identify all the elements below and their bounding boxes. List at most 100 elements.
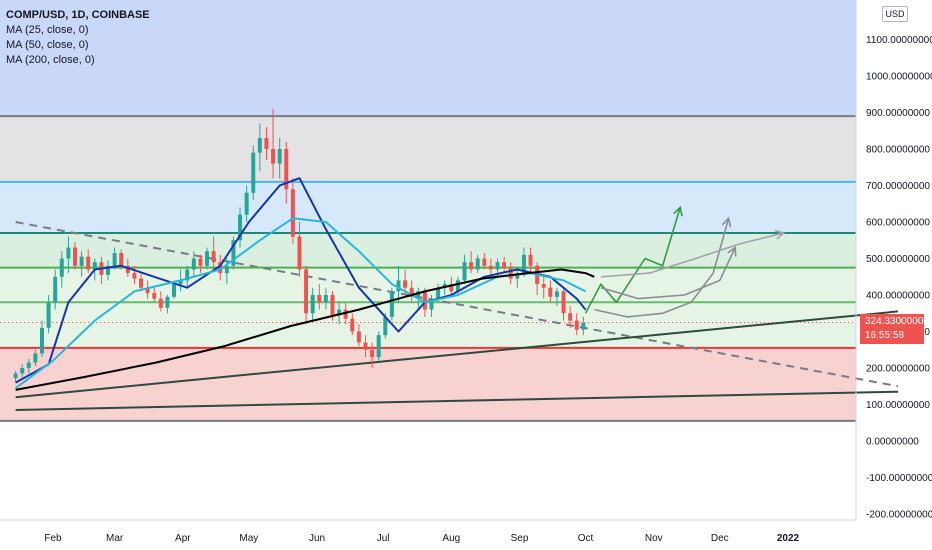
- projections-layer: [584, 205, 786, 318]
- candle-body: [165, 296, 170, 308]
- candle-76: [515, 269, 520, 288]
- candle-body: [277, 149, 282, 164]
- candle-32: [224, 258, 229, 285]
- candle-body: [574, 320, 579, 330]
- time-axis[interactable]: Feb Mar Apr May Jun Jul Aug Sep Oct Nov Dec 2022: [44, 533, 799, 544]
- candle-35: [244, 185, 249, 222]
- projection-arrowhead-1: [721, 216, 732, 228]
- candle-body: [73, 247, 78, 266]
- candle-71: [482, 253, 487, 270]
- candle-23: [165, 295, 170, 314]
- time-tick-label: May: [239, 533, 258, 544]
- candle-body: [389, 291, 394, 317]
- candle-body: [139, 278, 144, 288]
- bar-countdown: 16:55:58: [865, 330, 904, 341]
- price-axis[interactable]: -200.00000000 -100.00000000 0.00000000 100.…: [866, 35, 932, 521]
- projection-path-3: [600, 232, 784, 278]
- candle-body: [554, 291, 559, 297]
- indicator-ma200-label[interactable]: MA (200, close, 0): [6, 54, 95, 66]
- price-tick-label: 400.00000000: [866, 291, 930, 302]
- candle-38: [264, 127, 269, 160]
- price-tick-label: -200.00000000: [866, 510, 932, 521]
- candle-74: [502, 256, 507, 274]
- candle-6: [53, 269, 58, 310]
- candle-85: [574, 313, 579, 336]
- candle-52: [356, 324, 361, 347]
- candle-body: [231, 240, 236, 266]
- candle-body: [211, 251, 216, 263]
- candle-body: [515, 273, 520, 279]
- candle-body: [191, 258, 196, 270]
- candle-body: [284, 149, 289, 190]
- projection-arrowhead-0: [673, 205, 683, 217]
- candle-body: [455, 280, 460, 292]
- ma25-line: [15, 177, 587, 384]
- candle-78: [528, 247, 533, 274]
- price-tick-label: 700.00000000: [866, 181, 930, 192]
- candle-body: [403, 280, 408, 288]
- zone-band-1: [0, 116, 856, 182]
- candle-body: [442, 284, 447, 288]
- candle-body: [370, 349, 375, 358]
- candle-83: [561, 287, 566, 321]
- candle-20: [145, 280, 150, 299]
- candle-body: [20, 368, 25, 374]
- time-tick-label: Dec: [711, 533, 729, 544]
- candle-body: [257, 138, 262, 153]
- candle-body: [350, 318, 355, 332]
- symbol-title[interactable]: COMP/USD, 1D, COINBASE: [6, 9, 150, 21]
- candle-body: [475, 258, 480, 270]
- candle-body: [337, 309, 342, 316]
- candle-body: [317, 295, 322, 303]
- candle-9: [73, 242, 78, 270]
- price-tick-label: 100.00000000: [866, 400, 930, 411]
- candle-body: [244, 192, 249, 215]
- projection-path-0: [584, 207, 681, 314]
- candle-body: [224, 265, 229, 274]
- indicator-ma25-label[interactable]: MA (25, close, 0): [6, 24, 89, 36]
- price-tick-label: 1000.00000000: [866, 72, 932, 83]
- ma200-line: [15, 268, 595, 391]
- candle-body: [561, 291, 566, 314]
- candle-body: [396, 280, 401, 292]
- candle-body: [541, 284, 546, 288]
- candle-body: [92, 262, 97, 270]
- candle-body: [482, 258, 487, 266]
- candle-body: [436, 287, 441, 299]
- candle-body: [185, 269, 190, 281]
- candle-26: [185, 265, 190, 288]
- candle-10: [79, 251, 84, 277]
- candle-body: [304, 269, 309, 314]
- candle-58: [396, 265, 401, 303]
- candle-body: [528, 254, 533, 266]
- time-tick-label: Oct: [578, 533, 594, 544]
- candle-body: [79, 256, 84, 266]
- price-tick-label: 800.00000000: [866, 145, 930, 156]
- candle-body: [521, 254, 526, 274]
- indicator-ma50-label[interactable]: MA (50, close, 0): [6, 39, 89, 51]
- last-price-value: 324.33000000: [865, 316, 929, 327]
- candle-29: [205, 247, 210, 270]
- trendline-0: [15, 221, 899, 388]
- candle-0: [13, 370, 18, 383]
- candle-body: [343, 309, 348, 319]
- zone-band-3: [0, 232, 856, 268]
- candle-body: [132, 273, 137, 279]
- candle-43: [297, 222, 302, 277]
- time-tick-label: Jul: [377, 533, 390, 544]
- candle-34: [238, 207, 243, 248]
- candle-body: [238, 214, 243, 241]
- candle-19: [139, 273, 144, 292]
- candle-body: [13, 373, 18, 379]
- candle-81: [548, 280, 553, 303]
- candle-5: [46, 295, 51, 334]
- zone-band-5: [0, 347, 856, 421]
- candle-30: [211, 236, 216, 270]
- currency-badge[interactable]: USD: [882, 6, 908, 22]
- zones-layer: [0, 0, 856, 421]
- candle-body: [198, 258, 203, 266]
- candle-body: [495, 262, 500, 270]
- candle-body: [86, 256, 91, 270]
